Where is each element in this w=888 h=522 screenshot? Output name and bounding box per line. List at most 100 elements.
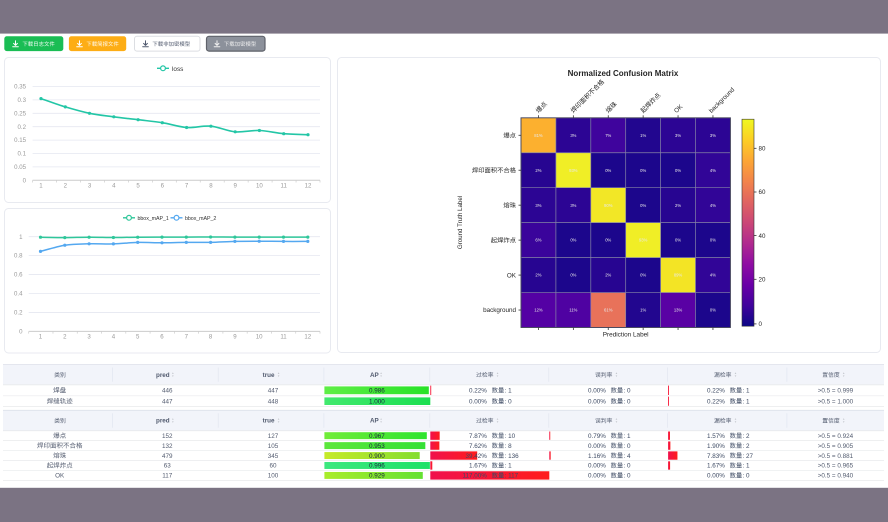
svg-text:9: 9: [233, 334, 237, 341]
svg-text:>0.5 = 0.940: >0.5 = 0.940: [818, 473, 854, 480]
svg-text:7: 7: [185, 183, 189, 190]
svg-text:1.16%: 1.16%: [588, 453, 606, 460]
svg-text:2%: 2%: [535, 168, 541, 173]
svg-text:63: 63: [164, 463, 172, 470]
svg-text:6: 6: [161, 183, 165, 190]
svg-text:7: 7: [185, 334, 189, 341]
svg-text:7.83%: 7.83%: [707, 453, 725, 460]
svg-text:12: 12: [304, 334, 311, 341]
svg-text:0%: 0%: [675, 238, 681, 243]
svg-text:1: 1: [39, 183, 43, 190]
svg-text:: 0: : 0: [505, 398, 512, 405]
svg-text:90%: 90%: [604, 203, 613, 208]
svg-text:0.8: 0.8: [14, 253, 23, 260]
svg-text:true: true: [263, 418, 275, 425]
svg-text:: 0: : 0: [743, 473, 750, 480]
svg-text:: 136: : 136: [505, 453, 520, 460]
svg-text:2%: 2%: [675, 203, 681, 208]
svg-text:: 1: : 1: [623, 433, 630, 440]
svg-text:Ground Truth Label: Ground Truth Label: [457, 196, 464, 249]
svg-text:0.35: 0.35: [14, 84, 26, 91]
svg-text:3%: 3%: [535, 203, 541, 208]
svg-text:2: 2: [63, 334, 67, 341]
svg-text:1: 1: [39, 334, 43, 341]
svg-text:12%: 12%: [534, 308, 543, 313]
svg-text:61%: 61%: [604, 308, 613, 313]
svg-text:: 1: : 1: [743, 463, 750, 470]
svg-text:loss: loss: [172, 66, 183, 73]
svg-text:0.00%: 0.00%: [707, 473, 725, 480]
svg-text:3: 3: [88, 183, 92, 190]
svg-text:: 4: : 4: [623, 453, 630, 460]
svg-text:7%: 7%: [605, 133, 611, 138]
svg-text:0.22%: 0.22%: [469, 388, 487, 395]
svg-text:0.00%: 0.00%: [588, 463, 606, 470]
svg-text:0%: 0%: [640, 168, 646, 173]
svg-text:4%: 4%: [710, 168, 716, 173]
svg-text:1.000: 1.000: [369, 398, 385, 405]
svg-text:0.953: 0.953: [369, 443, 385, 450]
svg-text:127: 127: [268, 433, 279, 440]
svg-text:0.22%: 0.22%: [707, 398, 725, 405]
svg-text:3%: 3%: [675, 133, 681, 138]
svg-text:0: 0: [23, 177, 27, 184]
svg-text:0.22%: 0.22%: [707, 388, 725, 395]
svg-text:AP: AP: [370, 372, 379, 379]
svg-text:1.67%: 1.67%: [707, 463, 725, 470]
svg-text:0.900: 0.900: [369, 453, 385, 460]
svg-text:479: 479: [162, 453, 173, 460]
svg-text:0.79%: 0.79%: [588, 433, 606, 440]
svg-text:: 0: : 0: [623, 463, 630, 470]
svg-text:0.25: 0.25: [14, 110, 26, 117]
svg-text:0%: 0%: [710, 238, 716, 243]
svg-text:>0.5 = 0.905: >0.5 = 0.905: [818, 443, 854, 450]
svg-text:0.05: 0.05: [14, 164, 26, 171]
svg-text:1.57%: 1.57%: [707, 433, 725, 440]
svg-text:0.00%: 0.00%: [588, 398, 606, 405]
svg-text:0.996: 0.996: [369, 463, 385, 470]
svg-text:0.00%: 0.00%: [469, 398, 487, 405]
svg-text:0%: 0%: [675, 168, 681, 173]
svg-text:9: 9: [233, 183, 237, 190]
svg-text:: 2: : 2: [743, 433, 750, 440]
svg-text:1.90%: 1.90%: [707, 443, 725, 450]
svg-text:4: 4: [112, 334, 116, 341]
svg-text:OK: OK: [673, 103, 685, 115]
svg-text:1.67%: 1.67%: [469, 463, 487, 470]
svg-text:446: 446: [162, 388, 173, 395]
svg-text:100: 100: [268, 473, 279, 480]
svg-text:: 10: : 10: [505, 433, 516, 440]
svg-text:4%: 4%: [710, 273, 716, 278]
svg-text:12: 12: [305, 183, 312, 190]
svg-text:AP: AP: [370, 418, 379, 425]
svg-text:0%: 0%: [605, 238, 611, 243]
svg-text:0.6: 0.6: [14, 272, 23, 279]
svg-text:7.87%: 7.87%: [469, 433, 487, 440]
svg-text:>0.5 = 0.965: >0.5 = 0.965: [818, 463, 854, 470]
svg-text:10: 10: [256, 334, 263, 341]
svg-text:OK: OK: [507, 272, 517, 279]
svg-text:20: 20: [759, 277, 766, 284]
svg-text:2%: 2%: [605, 273, 611, 278]
svg-text:bbox_mAP_1: bbox_mAP_1: [138, 216, 169, 222]
svg-text:3%: 3%: [570, 203, 576, 208]
svg-text:6%: 6%: [535, 238, 541, 243]
svg-text:2%: 2%: [535, 273, 541, 278]
svg-text:0%: 0%: [570, 238, 576, 243]
svg-text:0.3: 0.3: [18, 97, 27, 104]
svg-text:: 0: : 0: [623, 473, 630, 480]
svg-text:: 27: : 27: [743, 453, 754, 460]
svg-text:11: 11: [280, 334, 287, 341]
svg-text:: 8: : 8: [505, 443, 512, 450]
svg-text:0%: 0%: [710, 308, 716, 313]
svg-text:2: 2: [64, 183, 68, 190]
svg-text:0.2: 0.2: [18, 124, 27, 131]
svg-text:93%: 93%: [569, 168, 578, 173]
svg-text:448: 448: [268, 398, 279, 405]
svg-text:11: 11: [281, 183, 288, 190]
svg-text:>0.5 = 0.881: >0.5 = 0.881: [818, 453, 854, 460]
svg-text:0%: 0%: [640, 273, 646, 278]
svg-text:OK: OK: [55, 473, 65, 480]
svg-text:bbox_mAP_2: bbox_mAP_2: [185, 216, 216, 222]
svg-text:447: 447: [162, 398, 173, 405]
